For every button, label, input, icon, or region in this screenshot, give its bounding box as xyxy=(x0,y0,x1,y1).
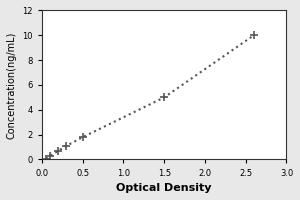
Y-axis label: Concentration(ng/mL): Concentration(ng/mL) xyxy=(7,31,17,139)
X-axis label: Optical Density: Optical Density xyxy=(116,183,212,193)
